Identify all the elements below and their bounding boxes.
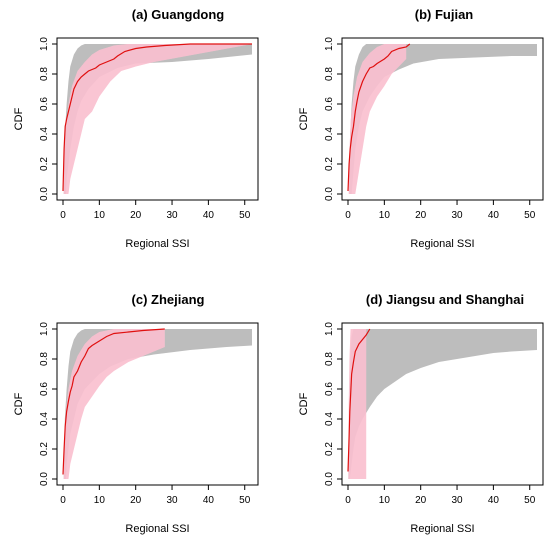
x-tick-label: 30 bbox=[451, 495, 463, 506]
x-axis-label: Regional SSI bbox=[125, 523, 189, 535]
y-axis-label: CDF bbox=[298, 107, 310, 130]
y-tick-label: 0.6 bbox=[324, 97, 335, 111]
pink-band-inner bbox=[63, 44, 252, 194]
x-tick-label: 0 bbox=[60, 210, 66, 221]
x-tick-label: 20 bbox=[130, 495, 142, 506]
y-tick-label: 0.2 bbox=[324, 442, 335, 456]
grey-band bbox=[63, 44, 252, 194]
x-tick-label: 40 bbox=[488, 495, 500, 506]
y-tick-label: 0.8 bbox=[324, 352, 335, 366]
pink-band-inner bbox=[348, 329, 367, 479]
y-tick-label: 1.0 bbox=[39, 322, 50, 336]
x-tick-label: 10 bbox=[94, 210, 106, 221]
x-tick-label: 50 bbox=[239, 210, 251, 221]
grey-band bbox=[348, 329, 537, 479]
plot-frame bbox=[56, 37, 259, 201]
x-tick-label: 0 bbox=[345, 210, 351, 221]
x-tick-label: 50 bbox=[239, 495, 251, 506]
x-axis-label: Regional SSI bbox=[410, 238, 474, 250]
x-tick-label: 40 bbox=[203, 495, 215, 506]
y-tick-label: 0.6 bbox=[324, 382, 335, 396]
y-tick-label: 0.4 bbox=[324, 412, 335, 426]
y-tick-label: 0.2 bbox=[324, 157, 335, 171]
y-tick-label: 0.8 bbox=[39, 67, 50, 81]
pink-band-outer bbox=[63, 329, 165, 479]
x-tick-label: 10 bbox=[94, 495, 106, 506]
cdf-line bbox=[347, 43, 411, 192]
x-tick-label: 40 bbox=[488, 210, 500, 221]
x-tick-label: 50 bbox=[524, 495, 536, 506]
x-tick-label: 50 bbox=[524, 210, 536, 221]
y-tick-label: 1.0 bbox=[324, 322, 335, 336]
y-tick-label: 0.0 bbox=[39, 472, 50, 486]
panel-guangdong: 0 10 20 30 40 50 0.0 0.2 0.4 0.6 0.8 1.0 Regional SS… bbox=[13, 7, 259, 250]
y-tick-label: 0.0 bbox=[39, 187, 50, 201]
x-tick-label: 20 bbox=[415, 495, 427, 506]
cdf-line bbox=[62, 328, 165, 475]
y-tick-label: 0.2 bbox=[39, 157, 50, 171]
x-tick-label: 30 bbox=[166, 495, 178, 506]
y-tick-label: 1.0 bbox=[324, 37, 335, 51]
x-axis-label: Regional SSI bbox=[125, 238, 189, 250]
y-tick-label: 0.0 bbox=[324, 187, 335, 201]
x-tick-label: 30 bbox=[451, 210, 463, 221]
x-tick-label: 20 bbox=[130, 210, 142, 221]
x-tick-label: 0 bbox=[345, 495, 351, 506]
x-tick-label: 10 bbox=[379, 210, 391, 221]
y-axis-label: CDF bbox=[13, 392, 25, 415]
panel-zhejiang: 0 10 20 30 40 50 0.0 0.2 0.4 0.6 0.8 1.0 Regional SS… bbox=[13, 292, 259, 535]
cdf-line bbox=[347, 328, 371, 472]
grey-band bbox=[63, 329, 252, 479]
y-tick-label: 1.0 bbox=[39, 37, 50, 51]
y-tick-label: 0.4 bbox=[39, 412, 50, 426]
pink-band-inner bbox=[63, 329, 165, 479]
plot-frame bbox=[341, 322, 544, 486]
x-tick-label: 10 bbox=[379, 495, 391, 506]
y-tick-label: 0.8 bbox=[39, 352, 50, 366]
y-axis-label: CDF bbox=[298, 392, 310, 415]
plot-frame bbox=[56, 322, 259, 486]
x-tick-label: 20 bbox=[415, 210, 427, 221]
y-tick-label: 0.6 bbox=[39, 97, 50, 111]
cdf-line bbox=[62, 43, 252, 192]
y-tick-label: 0.4 bbox=[324, 127, 335, 141]
y-axis-label: CDF bbox=[13, 107, 25, 130]
x-axis-label: Regional SSI bbox=[410, 523, 474, 535]
x-tick-label: 40 bbox=[203, 210, 215, 221]
x-tick-label: 30 bbox=[166, 210, 178, 221]
panel-fujian: 0 10 20 30 40 50 0.0 0.2 0.4 0.6 0.8 1.0 Regional SS… bbox=[298, 7, 544, 250]
y-tick-label: 0.0 bbox=[324, 472, 335, 486]
panel-title: (c) Zhejiang bbox=[132, 292, 205, 307]
panel-jiangsu-shanghai: 0 10 20 30 40 50 0.0 0.2 0.4 0.6 0.8 1.0 Regional SS… bbox=[298, 292, 544, 535]
y-tick-label: 0.8 bbox=[324, 67, 335, 81]
panel-title: (d) Jiangsu and Shanghai bbox=[366, 292, 524, 307]
y-tick-label: 0.6 bbox=[39, 382, 50, 396]
y-tick-label: 0.4 bbox=[39, 127, 50, 141]
panel-title: (b) Fujian bbox=[415, 7, 474, 22]
panel-title: (a) Guangdong bbox=[132, 7, 224, 22]
y-tick-label: 0.2 bbox=[39, 442, 50, 456]
plot-frame bbox=[341, 37, 544, 201]
x-tick-label: 0 bbox=[60, 495, 66, 506]
